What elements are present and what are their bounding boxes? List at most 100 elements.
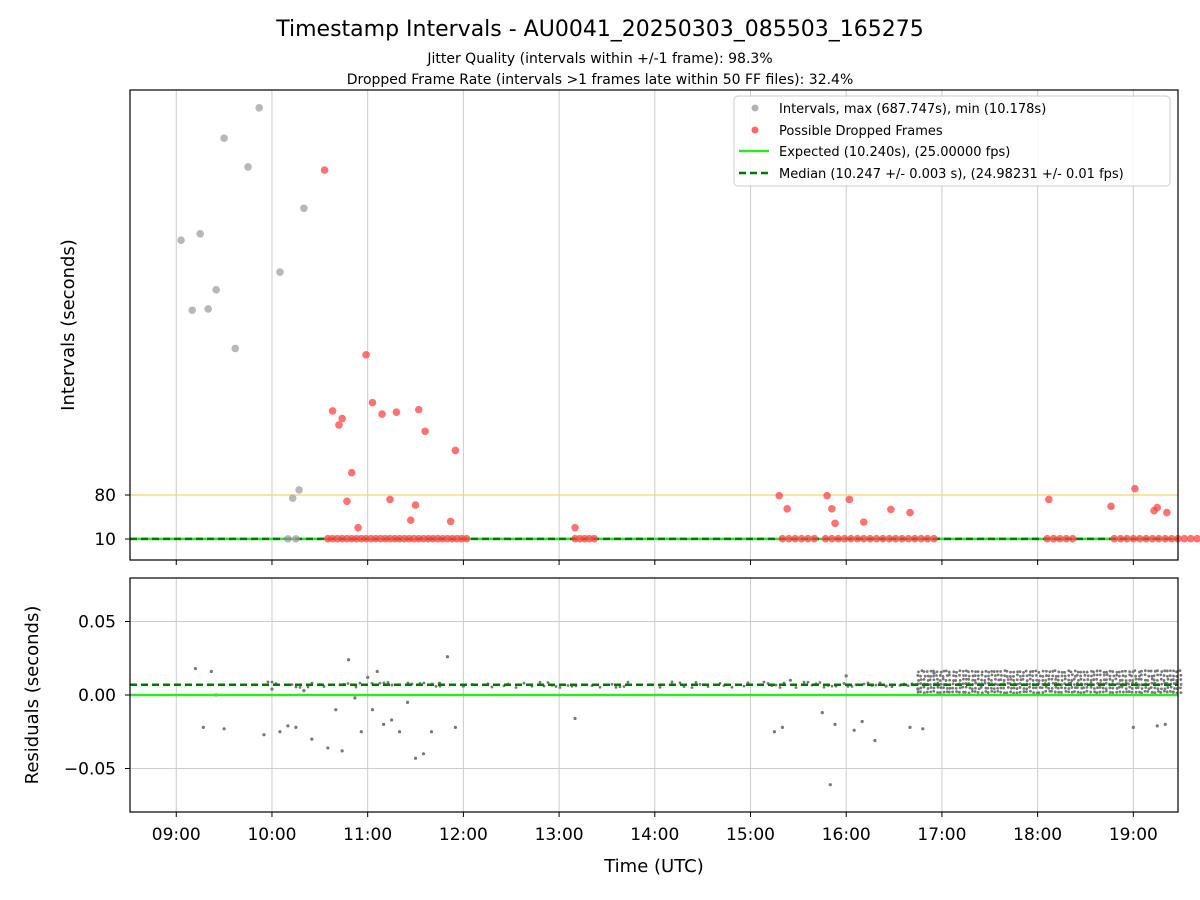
residual-band-point: [980, 691, 984, 695]
residual-band-point: [1166, 686, 1170, 689]
residual-band-point: [1118, 679, 1122, 682]
dropped-frame-point: [840, 534, 849, 543]
residual-band-point: [1111, 679, 1115, 682]
residual-point: [326, 746, 330, 750]
residual-band-point: [917, 670, 920, 674]
intervals-y-tick-label: 10: [94, 530, 116, 550]
residual-cluster-point: [490, 685, 494, 689]
residual-point: [860, 719, 864, 724]
residual-band-point: [1037, 670, 1041, 674]
residual-band-point: [1012, 670, 1016, 674]
residual-band-point: [1003, 674, 1007, 678]
residual-band-point: [1057, 690, 1061, 694]
residual-band-point: [1179, 673, 1183, 677]
residual-band-point: [1112, 674, 1116, 678]
x-tick-label: 14:00: [630, 825, 679, 845]
residual-band-point: [964, 674, 968, 677]
residual-band-point: [1108, 677, 1112, 681]
residual-point: [1155, 724, 1159, 728]
residual-band-point: [1085, 685, 1089, 689]
residual-band-point: [922, 670, 926, 673]
residual-band-point: [1143, 689, 1147, 693]
residual-cluster-point: [818, 681, 822, 684]
intervals-panel: 10 80 Intervals (seconds) Intervals, max …: [58, 89, 1200, 565]
legend-label-median: Median (10.247 +/- 0.003 s), (24.98231 +…: [779, 167, 1124, 182]
x-tick-label: 09:00: [152, 825, 201, 845]
residual-band-point: [1063, 670, 1067, 674]
residual-band-point: [1018, 690, 1022, 694]
dropped-frame-point: [784, 534, 793, 543]
residual-band-point: [1108, 686, 1112, 690]
residual-point: [873, 738, 877, 743]
residual-band-point: [1165, 669, 1169, 673]
residual-band-point: [1060, 679, 1064, 682]
residual-band-point: [1128, 679, 1132, 682]
residual-band-point: [1057, 670, 1061, 674]
residual-band-point: [996, 689, 1000, 693]
dropped-frame-point: [797, 534, 806, 543]
dropped-frame-point: [328, 407, 337, 415]
residual-band-point: [1028, 673, 1032, 677]
residual-cluster-point: [694, 680, 698, 684]
dropped-frame-point: [872, 534, 881, 543]
residual-band-point: [1063, 677, 1067, 681]
dropped-frame-point: [1123, 534, 1131, 543]
dropped-frame-point: [1135, 534, 1144, 543]
residual-point: [375, 669, 379, 674]
residual-band-point: [1149, 686, 1153, 689]
x-tick-label: 17:00: [917, 825, 966, 845]
residual-band-point: [1152, 674, 1156, 678]
residual-band-point: [1079, 677, 1083, 681]
residual-band-point: [1002, 686, 1006, 690]
residual-band-point: [954, 686, 958, 690]
residual-cluster-point: [746, 681, 750, 685]
dropped-frame-point: [446, 517, 455, 526]
residual-band-point: [1115, 673, 1119, 677]
residual-band-point: [1108, 674, 1112, 678]
residual-band-point: [926, 674, 930, 678]
residual-cluster-point: [618, 685, 622, 689]
residual-band-point: [929, 686, 933, 689]
residual-band-point: [938, 679, 942, 682]
residual-band-point: [1012, 679, 1016, 682]
residuals-y-ticks: −0.05 0.00 0.05: [64, 613, 130, 780]
dropped-frame-point: [1131, 484, 1139, 493]
residual-band-point: [1060, 670, 1064, 674]
residual-cluster-point: [358, 681, 362, 685]
residual-band-point: [1121, 674, 1125, 678]
residual-band-point: [1095, 673, 1099, 677]
residual-band-point: [955, 690, 959, 694]
residual-band-point: [1136, 686, 1140, 690]
residual-cluster-point: [742, 684, 746, 688]
dropped-frame-point: [828, 505, 836, 513]
residual-band-point: [1031, 674, 1034, 678]
residual-band-point: [932, 686, 936, 690]
residual-band-point: [1117, 682, 1121, 686]
residual-band-point: [942, 690, 946, 694]
residual-point: [828, 783, 832, 787]
residual-band-point: [1127, 682, 1130, 686]
residual-band-point: [1138, 690, 1141, 694]
residual-band-point: [1056, 686, 1060, 690]
residual-band-point: [1099, 679, 1103, 682]
residual-cluster-point: [794, 686, 798, 689]
residual-band-point: [993, 690, 997, 694]
residual-band-point: [974, 681, 978, 685]
residual-band-point: [962, 677, 965, 681]
residual-cluster-point: [890, 685, 894, 689]
residual-cluster-point: [306, 685, 310, 689]
dropped-frame-point: [845, 495, 854, 504]
residual-band-point: [1108, 669, 1112, 673]
residual-cluster-point: [678, 681, 682, 685]
residual-band-point: [1044, 674, 1048, 677]
residual-band-point: [1082, 690, 1086, 694]
residual-cluster-point: [730, 685, 734, 689]
residual-point: [193, 666, 198, 671]
dropped-frame-point: [451, 446, 460, 455]
residual-band-point: [1130, 690, 1134, 694]
residual-band-point: [1092, 678, 1096, 681]
residual-band-point: [1031, 686, 1035, 690]
residual-cluster-point: [294, 685, 298, 689]
residual-band-point: [922, 691, 926, 695]
residuals-points: [193, 655, 1183, 787]
